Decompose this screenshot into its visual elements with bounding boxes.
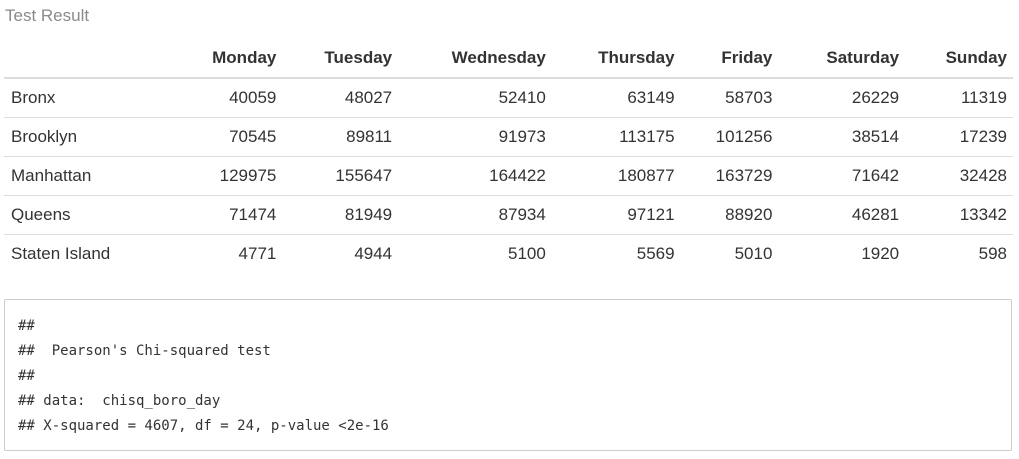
table-cell: 32428 xyxy=(905,156,1013,196)
table-cell: 4771 xyxy=(149,234,283,273)
table-cell: 180877 xyxy=(551,156,681,196)
header-monday: Monday xyxy=(149,39,283,79)
header-tuesday: Tuesday xyxy=(282,39,399,79)
table-cell: 598 xyxy=(905,234,1013,273)
table-cell: 4944 xyxy=(282,234,399,273)
table-cell: 163729 xyxy=(680,156,779,196)
table-cell: 71642 xyxy=(778,156,906,196)
table-cell: 87934 xyxy=(398,195,552,235)
table-cell: 89811 xyxy=(282,117,399,157)
output-line: ## data: chisq_boro_day xyxy=(18,393,221,409)
table-cell: 71474 xyxy=(149,195,283,235)
table-cell: 81949 xyxy=(282,195,399,235)
table-cell: 70545 xyxy=(149,117,283,157)
row-label: Staten Island xyxy=(4,234,150,273)
table-row: Staten Island 4771 4944 5100 5569 5010 1… xyxy=(4,234,1013,273)
table-cell: 155647 xyxy=(282,156,399,196)
contingency-table: Monday Tuesday Wednesday Thursday Friday… xyxy=(4,39,1013,273)
table-cell: 63149 xyxy=(627,88,675,107)
header-blank xyxy=(4,39,150,79)
table-cell: 97121 xyxy=(551,195,681,235)
table-cell: 13342 xyxy=(905,195,1013,235)
header-sunday: Sunday xyxy=(905,39,1013,79)
table-cell: 129975 xyxy=(149,156,283,196)
table-cell: 58703 xyxy=(725,88,773,107)
header-wednesday: Wednesday xyxy=(398,39,552,79)
table-cell: 5100 xyxy=(398,234,552,273)
table-row: Queens 71474 81949 87934 97121 88920 462… xyxy=(4,195,1013,235)
table-cell: 113175 xyxy=(551,117,681,157)
table-cell: 46281 xyxy=(778,195,906,235)
table-cell: 91973 xyxy=(398,117,552,157)
table-cell: 1920 xyxy=(778,234,906,273)
output-line: ## Pearson's Chi-squared test xyxy=(18,343,271,359)
table-cell: 38514 xyxy=(778,117,906,157)
table-cell: 5010 xyxy=(680,234,779,273)
table-row: Brooklyn 70545 89811 91973 113175 101256… xyxy=(4,117,1013,157)
table-cell: 164422 xyxy=(398,156,552,196)
header-thursday: Thursday xyxy=(551,39,681,79)
output-line: ## xyxy=(18,368,35,384)
table-cell: 5569 xyxy=(551,234,681,273)
table-caption: Test Result xyxy=(5,6,90,25)
table-row: Manhattan 129975 155647 164422 180877 16… xyxy=(4,156,1013,196)
header-friday: Friday xyxy=(680,39,779,79)
row-label: Bronx xyxy=(11,88,56,107)
table-cell: 11319 xyxy=(960,88,1007,107)
table-cell: 48027 xyxy=(344,88,393,107)
output-line: ## X-squared = 4607, df = 24, p-value <2… xyxy=(18,418,389,434)
table-cell: 101256 xyxy=(680,117,779,157)
table-cell: 26229 xyxy=(851,88,900,107)
header-saturday: Saturday xyxy=(778,39,906,79)
table-cell: 52410 xyxy=(498,88,546,107)
table-row: Bronx 40059 48027 52410 63149 58703 2622… xyxy=(4,78,1013,118)
table-cell: 17239 xyxy=(905,117,1013,157)
row-label: Manhattan xyxy=(4,156,150,196)
row-label: Brooklyn xyxy=(4,117,150,157)
table-cell: 88920 xyxy=(680,195,779,235)
table-cell: 40059 xyxy=(229,88,277,107)
console-output: ## ## Pearson's Chi-squared test ## ## d… xyxy=(4,299,1012,451)
table-header-row: Monday Tuesday Wednesday Thursday Friday… xyxy=(4,39,1013,79)
output-line: ## xyxy=(18,318,35,334)
row-label: Queens xyxy=(4,195,150,235)
